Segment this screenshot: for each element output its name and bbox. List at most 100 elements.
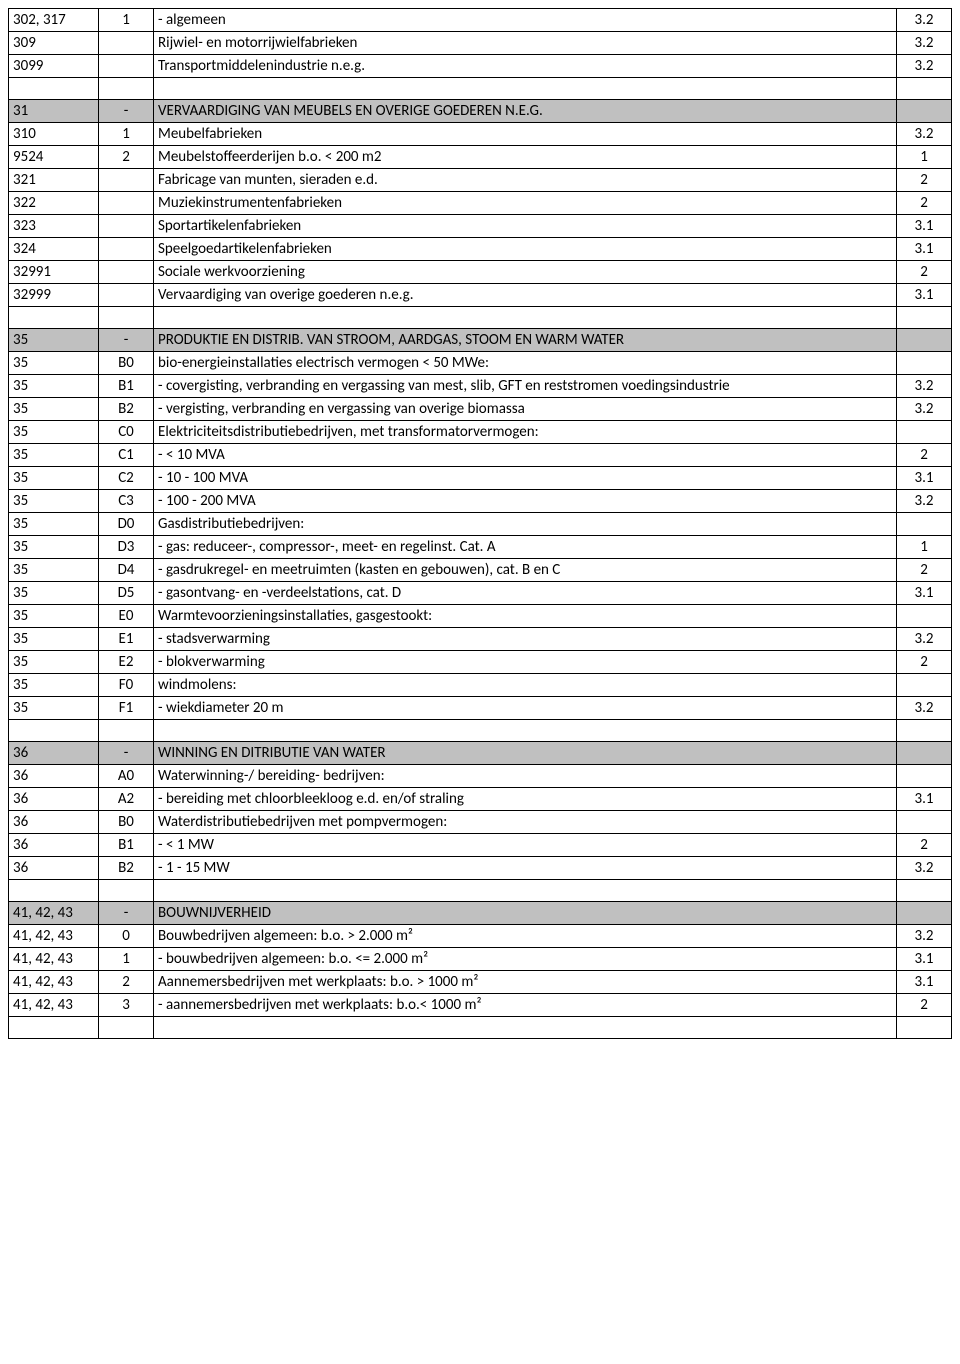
- table-row: 36B1- < 1 MW2: [9, 834, 952, 857]
- spacer-row: [9, 720, 952, 742]
- cat-cell: 3.2: [897, 32, 952, 55]
- desc-cell: Elektriciteitsdistributiebedrijven, met …: [154, 421, 897, 444]
- code-cell: 35: [9, 398, 99, 421]
- table-row: 322Muziekinstrumentenfabrieken2: [9, 192, 952, 215]
- code-cell: 302, 317: [9, 9, 99, 32]
- table-row: 35E2- blokverwarming2: [9, 651, 952, 674]
- section-header-row: 36-WINNING EN DITRIBUTIE VAN WATER: [9, 742, 952, 765]
- desc-cell: - bouwbedrijven algemeen: b.o. <= 2.000 …: [154, 948, 897, 971]
- desc-cell: windmolens:: [154, 674, 897, 697]
- table-row: 309Rijwiel- en motorrijwielfabrieken3.2: [9, 32, 952, 55]
- cat-cell: 3.1: [897, 948, 952, 971]
- sub-cell: B1: [99, 834, 154, 857]
- cat-cell: [897, 902, 952, 925]
- code-cell: 35: [9, 467, 99, 490]
- desc-cell: - gas: reduceer-, compressor-, meet- en …: [154, 536, 897, 559]
- code-cell: 31: [9, 100, 99, 123]
- section-header-row: 41, 42, 43-BOUWNIJVERHEID: [9, 902, 952, 925]
- sub-cell: [99, 55, 154, 78]
- desc-cell: Bouwbedrijven algemeen: b.o. > 2.000 m²: [154, 925, 897, 948]
- desc-cell: - gasdrukregel- en meetruimten (kasten e…: [154, 559, 897, 582]
- table-row: 36A2- bereiding met chloorbleekloog e.d.…: [9, 788, 952, 811]
- cat-cell: [897, 421, 952, 444]
- table-row: 35F0windmolens:: [9, 674, 952, 697]
- desc-cell: bio-energieinstallaties electrisch vermo…: [154, 352, 897, 375]
- code-cell: 35: [9, 444, 99, 467]
- spacer-row: [9, 1017, 952, 1039]
- desc-cell: [154, 1017, 897, 1039]
- table-row: 323Sportartikelenfabrieken3.1: [9, 215, 952, 238]
- sub-cell: E1: [99, 628, 154, 651]
- sub-cell: B0: [99, 352, 154, 375]
- table-row: 3101Meubelfabrieken3.2: [9, 123, 952, 146]
- cat-cell: 3.2: [897, 490, 952, 513]
- desc-cell: - algemeen: [154, 9, 897, 32]
- table-row: 36B0Waterdistributiebedrijven met pompve…: [9, 811, 952, 834]
- code-cell: 35: [9, 513, 99, 536]
- desc-cell: [154, 78, 897, 100]
- desc-cell: - vergisting, verbranding en vergassing …: [154, 398, 897, 421]
- code-cell: 35: [9, 421, 99, 444]
- table-row: 36A0Waterwinning-/ bereiding- bedrijven:: [9, 765, 952, 788]
- desc-cell: Aannemersbedrijven met werkplaats: b.o. …: [154, 971, 897, 994]
- code-cell: [9, 880, 99, 902]
- cat-cell: 2: [897, 994, 952, 1017]
- table-row: 41, 42, 430Bouwbedrijven algemeen: b.o. …: [9, 925, 952, 948]
- sub-cell: C2: [99, 467, 154, 490]
- cat-cell: 2: [897, 834, 952, 857]
- desc-cell: [154, 720, 897, 742]
- code-cell: 35: [9, 674, 99, 697]
- sub-cell: F0: [99, 674, 154, 697]
- sub-cell: D4: [99, 559, 154, 582]
- desc-cell: - wiekdiameter 20 m: [154, 697, 897, 720]
- table-row: 32991 Sociale werkvoorziening2: [9, 261, 952, 284]
- code-cell: 41, 42, 43: [9, 994, 99, 1017]
- table-row: 35D5- gasontvang- en -verdeelstations, c…: [9, 582, 952, 605]
- desc-cell: - gasontvang- en -verdeelstations, cat. …: [154, 582, 897, 605]
- sub-cell: B2: [99, 398, 154, 421]
- code-cell: 324: [9, 238, 99, 261]
- code-cell: 41, 42, 43: [9, 948, 99, 971]
- cat-cell: 3.1: [897, 788, 952, 811]
- classification-table: 302, 3171- algemeen3.2309Rijwiel- en mot…: [8, 8, 952, 1039]
- cat-cell: 2: [897, 261, 952, 284]
- code-cell: 32991: [9, 261, 99, 284]
- sub-cell: [99, 307, 154, 329]
- code-cell: 36: [9, 765, 99, 788]
- code-cell: 35: [9, 490, 99, 513]
- code-cell: 35: [9, 352, 99, 375]
- sub-cell: F1: [99, 697, 154, 720]
- table-row: 35E1- stadsverwarming3.2: [9, 628, 952, 651]
- cat-cell: 3.1: [897, 238, 952, 261]
- desc-cell: VERVAARDIGING VAN MEUBELS EN OVERIGE GOE…: [154, 100, 897, 123]
- desc-cell: Vervaardiging van overige goederen n.e.g…: [154, 284, 897, 307]
- desc-cell: Sociale werkvoorziening: [154, 261, 897, 284]
- table-row: 324Speelgoedartikelenfabrieken3.1: [9, 238, 952, 261]
- code-cell: 35: [9, 582, 99, 605]
- desc-cell: Warmtevoorzieningsinstallaties, gasgesto…: [154, 605, 897, 628]
- sub-cell: [99, 720, 154, 742]
- cat-cell: 3.1: [897, 215, 952, 238]
- cat-cell: 3.2: [897, 375, 952, 398]
- table-row: 302, 3171- algemeen3.2: [9, 9, 952, 32]
- desc-cell: [154, 880, 897, 902]
- cat-cell: 1: [897, 536, 952, 559]
- table-row: 321Fabricage van munten, sieraden e.d.2: [9, 169, 952, 192]
- desc-cell: - blokverwarming: [154, 651, 897, 674]
- sub-cell: [99, 1017, 154, 1039]
- code-cell: 36: [9, 834, 99, 857]
- cat-cell: [897, 880, 952, 902]
- sub-cell: A2: [99, 788, 154, 811]
- sub-cell: E2: [99, 651, 154, 674]
- cat-cell: 1: [897, 146, 952, 169]
- desc-cell: - < 10 MVA: [154, 444, 897, 467]
- cat-cell: 3.2: [897, 55, 952, 78]
- code-cell: 35: [9, 651, 99, 674]
- sub-cell: B2: [99, 857, 154, 880]
- cat-cell: 3.2: [897, 123, 952, 146]
- desc-cell: [154, 307, 897, 329]
- cat-cell: 3.1: [897, 467, 952, 490]
- sub-cell: [99, 261, 154, 284]
- desc-cell: - covergisting, verbranding en vergassin…: [154, 375, 897, 398]
- cat-cell: [897, 100, 952, 123]
